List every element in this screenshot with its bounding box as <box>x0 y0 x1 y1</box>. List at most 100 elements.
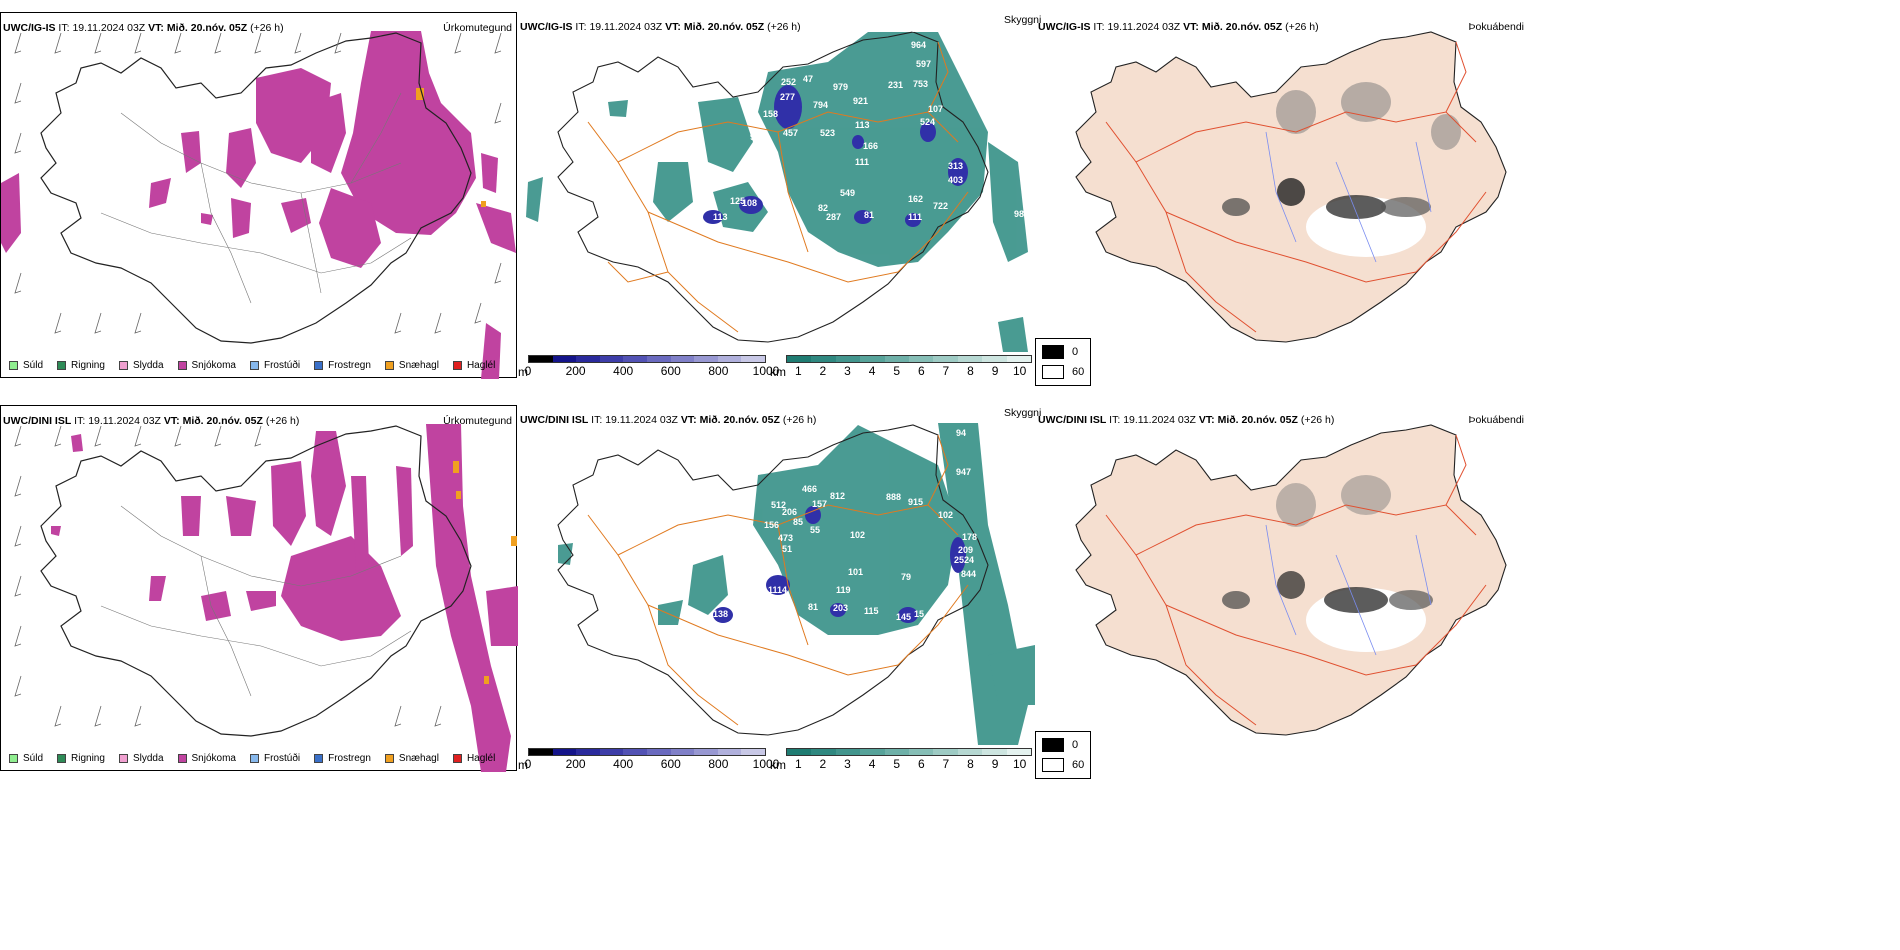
colorbar-tick: 1 <box>794 757 802 771</box>
fog-legend-top: 0 60 <box>1035 338 1092 386</box>
colorbar-cell <box>884 749 910 755</box>
colorbar-m-strip <box>528 355 766 363</box>
fog-legend-swatch <box>1042 758 1064 772</box>
fog-map-bottom <box>1075 424 1507 736</box>
iceland-coastline <box>40 425 472 737</box>
legend-item: Súld <box>9 360 43 371</box>
colorbar-m-ticks: 0 200 400 600 800 1000 <box>525 757 780 771</box>
cloud-number: 108 <box>742 198 757 208</box>
colorbar-km: 1 2 3 4 5 6 7 8 9 10 <box>786 355 1032 378</box>
cloud-number: 115 <box>864 606 879 616</box>
cloud-number: 111 <box>908 212 922 222</box>
cloud-number: 51 <box>782 544 792 554</box>
cloud-number: 753 <box>913 79 928 89</box>
cloud-number: 91 <box>750 132 760 142</box>
precip-type-panel-bottom: UWC/DINI ISL IT: 19.11.2024 03Z VT: Mið.… <box>0 405 518 772</box>
cloud-number: 178 <box>962 532 977 542</box>
legend-item: Frostregn <box>314 360 371 371</box>
cloud-number: 79 <box>901 572 911 582</box>
cloud-number: 81 <box>808 602 818 612</box>
snow-areas <box>51 424 518 772</box>
colorbar-tick: 10 <box>1013 364 1027 378</box>
colorbar-cell <box>957 749 983 755</box>
colorbar-tick: 5 <box>893 364 901 378</box>
colorbar-cell <box>1006 749 1032 755</box>
roads <box>587 41 969 333</box>
colorbar-cell <box>670 356 695 362</box>
colorbar-tick: 7 <box>942 364 950 378</box>
cloud-number: 145 <box>896 612 911 622</box>
ice-pellet-spots <box>453 461 517 684</box>
colorbar-tick: 7 <box>942 757 950 771</box>
cloud-title-bottom: Skyggni <box>1004 407 1042 419</box>
colorbar-tick: 3 <box>844 757 851 771</box>
fog-shading <box>1222 475 1433 652</box>
fog-legend-row: 60 <box>1042 365 1084 379</box>
cloud-number: 157 <box>812 499 827 509</box>
colorbar-cell <box>909 749 934 755</box>
colorbar-cell <box>552 749 577 755</box>
legend-swatch <box>118 754 128 763</box>
cloud-number: 794 <box>813 100 828 110</box>
legend-item: Súld <box>9 753 43 764</box>
cloud-header-top: UWC/IG-IS IT: 19.11.2024 03Z VT: Mið. 20… <box>520 21 801 33</box>
roads-rivers <box>100 92 412 304</box>
colorbar-cell <box>933 749 958 755</box>
cloud-number: 55 <box>810 525 820 535</box>
legend-item: Frostúði <box>249 360 300 371</box>
fog-panel-bottom: UWC/DINI ISL IT: 19.11.2024 03Z VT: Mið.… <box>1036 405 1526 771</box>
cloud-number: 812 <box>830 491 845 501</box>
cloud-number: 888 <box>886 492 901 502</box>
legend-item: Rigning <box>57 360 105 371</box>
fog-shading <box>1222 82 1461 257</box>
cloud-number: 81 <box>864 210 874 220</box>
cloud-number: 158 <box>763 109 778 119</box>
fog-legend-bottom: 0 60 <box>1035 731 1092 779</box>
colorbar-cell <box>787 356 812 362</box>
legend-swatch <box>452 361 462 370</box>
colorbar-tick: 3 <box>844 364 851 378</box>
ice-pellet-spots <box>416 88 486 207</box>
fog-legend-row: 60 <box>1042 758 1084 772</box>
cloud-number: 844 <box>961 569 976 579</box>
fog-legend-swatch <box>1042 738 1064 752</box>
cloud-panel-bottom: 466 512 206 157 812 888 915 947 156 85 5… <box>518 405 1092 779</box>
colorbar-tick: 9 <box>991 364 999 378</box>
legend-item: Slydda <box>118 753 164 764</box>
colorbar-cell <box>835 356 861 362</box>
colorbar-tick: 600 <box>660 757 681 771</box>
cloud-number: 138 <box>713 609 728 619</box>
colorbar-tick: 8 <box>967 757 974 771</box>
colorbar-cell <box>552 356 577 362</box>
colorbar-tick: 4 <box>868 757 876 771</box>
cloud-number: 921 <box>853 96 868 106</box>
colorbar-km-ticks: 1 2 3 4 5 6 7 8 9 10 <box>786 364 1032 378</box>
cloud-base-areas <box>713 506 966 623</box>
roads-rivers <box>100 505 412 697</box>
cloud-number: 928 <box>911 24 926 34</box>
colorbar-cell <box>982 356 1007 362</box>
colorbar-cell <box>933 356 958 362</box>
cloud-number: 111 <box>855 157 869 167</box>
colorbar-cell <box>529 356 553 362</box>
colorbar-cell <box>957 356 983 362</box>
precip-title-top: Úrkomutegund <box>443 22 512 34</box>
legend-swatch <box>384 361 394 370</box>
legend-swatch <box>384 754 394 763</box>
legend-item: Haglél <box>452 360 495 371</box>
snow-areas <box>1 31 516 379</box>
legend-swatch <box>57 361 67 370</box>
cloud-number: 156 <box>764 520 779 530</box>
cloud-number: 457 <box>783 128 798 138</box>
legend-swatch <box>9 754 18 763</box>
iceland-coastline <box>40 32 472 344</box>
colorbar-tick: 6 <box>917 757 925 771</box>
cloud-number: 287 <box>826 212 841 222</box>
colorbar-cell <box>717 356 742 362</box>
cloud-map-top: 252 47 979 921 231 753 277 158 794 107 4… <box>526 24 1029 352</box>
cloud-number: 94 <box>956 428 966 438</box>
roads <box>587 434 969 726</box>
colorbar-tick: 1 <box>794 364 802 378</box>
fog-legend-swatch <box>1042 345 1064 359</box>
fog-panel-top: UWC/IG-IS IT: 19.11.2024 03Z VT: Mið. 20… <box>1036 12 1526 378</box>
